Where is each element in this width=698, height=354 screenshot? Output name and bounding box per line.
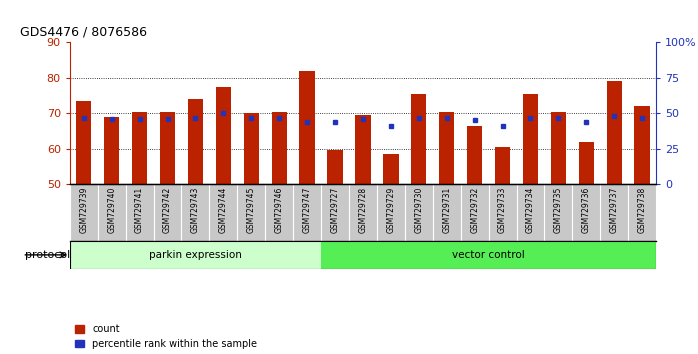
Text: GSM729743: GSM729743 [191,187,200,233]
Text: GSM729730: GSM729730 [415,187,423,233]
Text: GSM729731: GSM729731 [443,187,451,233]
Text: GSM729732: GSM729732 [470,187,479,233]
Bar [355,115,371,184]
Bar [160,112,175,184]
Bar [607,81,622,184]
Bar [467,126,482,184]
Text: protocol: protocol [24,250,70,260]
Text: GSM729742: GSM729742 [163,187,172,233]
Text: GSM729738: GSM729738 [638,187,646,233]
Text: GSM729747: GSM729747 [303,187,311,233]
Text: GSM729745: GSM729745 [247,187,255,233]
Text: GSM729741: GSM729741 [135,187,144,233]
Bar [495,147,510,184]
Text: GSM729739: GSM729739 [80,187,88,233]
Text: GSM729737: GSM729737 [610,187,618,233]
Text: GSM729734: GSM729734 [526,187,535,233]
Text: GSM729744: GSM729744 [219,187,228,233]
Bar [439,112,454,184]
Bar [216,87,231,184]
Bar [411,94,426,184]
Bar [321,241,656,269]
Text: parkin expression: parkin expression [149,250,242,260]
Text: GSM729735: GSM729735 [554,187,563,233]
Text: GDS4476 / 8076586: GDS4476 / 8076586 [20,25,147,39]
Text: GSM729728: GSM729728 [359,187,367,233]
Bar [579,142,594,184]
Bar [188,99,203,184]
Bar [383,154,399,184]
Text: GSM729727: GSM729727 [331,187,339,233]
Bar [76,101,91,184]
Bar [634,106,650,184]
Bar [70,241,321,269]
Bar [327,150,343,184]
Text: GSM729733: GSM729733 [498,187,507,233]
Bar [272,112,287,184]
Bar [244,113,259,184]
Text: GSM729740: GSM729740 [107,187,116,233]
Bar [551,112,566,184]
Text: GSM729736: GSM729736 [582,187,591,233]
Text: vector control: vector control [452,250,525,260]
Bar [299,71,315,184]
Bar [132,112,147,184]
Text: GSM729746: GSM729746 [275,187,283,233]
Bar [104,117,119,184]
Legend: count, percentile rank within the sample: count, percentile rank within the sample [75,324,257,349]
Text: GSM729729: GSM729729 [387,187,395,233]
Bar [523,94,538,184]
